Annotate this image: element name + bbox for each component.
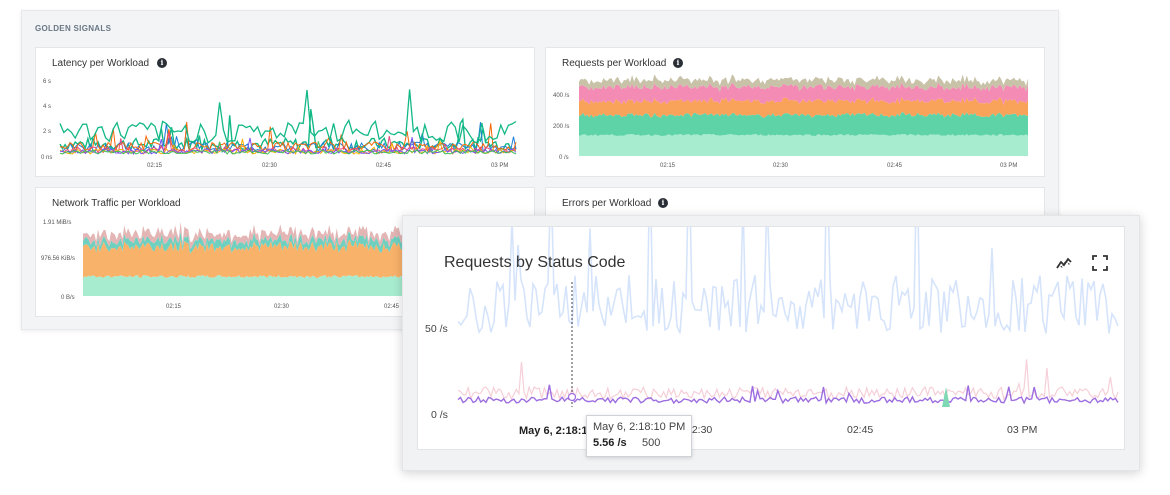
x-tick: 02:15: [166, 304, 182, 310]
requests-stack-area: [579, 82, 1028, 105]
x-tick: 02:45: [384, 304, 400, 310]
network-panel-title: Network Traffic per Workload: [52, 198, 181, 209]
y-tick: 976.56 KiB/s: [41, 256, 75, 262]
status-5xx-line: [457, 384, 1119, 405]
x-tick: 02:15: [660, 163, 676, 169]
expand-icon[interactable]: [1091, 254, 1109, 272]
x-tick: 02:30: [686, 424, 712, 436]
y-tick: 0 ns: [41, 155, 52, 161]
x-tick: 03 PM: [491, 163, 508, 169]
requests-stack-area: [579, 134, 1028, 156]
status-spike: [942, 387, 950, 407]
y-tick: 6 s: [43, 79, 51, 85]
y-tick: 200 /s: [553, 124, 569, 130]
x-tick: 02:45: [887, 163, 903, 169]
status-2xx-line: [457, 227, 1119, 335]
y-tick: 0 /s: [559, 155, 569, 161]
status-code-overlay: 50 /s 0 /s May 6, 2:18:10 PM 02:30 02:45…: [402, 215, 1140, 471]
x-tick: 02:45: [376, 163, 392, 169]
y-tick: 1.91 MiB/s: [43, 220, 71, 226]
latency-chart: 6 s 4 s 2 s 0 ns 02:15 02:30 02:45 03 PM: [41, 79, 517, 169]
latency-panel: Latency per Workload i 6 s 4 s 2 s 0 ns …: [35, 47, 535, 177]
status-4xx-line: [457, 359, 1119, 401]
tooltip-value: 5.56 /s: [593, 437, 627, 449]
latency-panel-title: Latency per Workload: [52, 58, 150, 69]
y-tick: 4 s: [43, 104, 51, 110]
info-icon[interactable]: i: [658, 198, 668, 208]
requests-stack-area: [579, 112, 1028, 136]
x-tick: 02:45: [847, 424, 873, 436]
hover-point: [567, 392, 577, 402]
requests-panel-title: Requests per Workload: [562, 58, 667, 69]
tooltip-status-code: 500: [642, 437, 661, 449]
info-icon[interactable]: i: [673, 58, 683, 68]
requests-chart: 400 /s 200 /s 0 /s 02:15 02:30 02:45 03 …: [553, 74, 1028, 169]
chart-tooltip: May 6, 2:18:10 PM 5.56 /s 500: [586, 415, 692, 457]
y-tick: 400 /s: [553, 93, 569, 99]
latency-series-line: [59, 141, 517, 155]
requests-panel: Requests per Workload i 400 /s 200 /s 0 …: [545, 47, 1045, 177]
x-tick: 02:15: [147, 163, 163, 169]
requests-stack-area: [579, 96, 1028, 118]
y-tick: 2 s: [43, 129, 51, 135]
x-tick: 02:30: [262, 163, 278, 169]
x-tick: 03 PM: [1007, 424, 1037, 436]
latency-series-line: [59, 89, 517, 144]
x-tick: 02:30: [773, 163, 789, 169]
overlay-title: Requests by Status Code: [444, 254, 626, 271]
requests-stack-area: [579, 74, 1028, 92]
x-tick: 02:30: [274, 304, 290, 310]
status-code-panel: 50 /s 0 /s May 6, 2:18:10 PM 02:30 02:45…: [417, 226, 1125, 450]
y-tick: 50 /s: [425, 323, 448, 335]
tooltip-time: May 6, 2:18:10 PM: [593, 421, 686, 433]
errors-panel-title: Errors per Workload: [562, 198, 652, 209]
section-title: GOLDEN SIGNALS: [35, 24, 112, 33]
y-tick: 0 /s: [431, 409, 448, 421]
info-icon[interactable]: i: [157, 58, 167, 68]
y-tick: 0 B/s: [61, 295, 75, 301]
x-tick: 03 PM: [1000, 163, 1017, 169]
trend-chart-icon[interactable]: [1055, 254, 1073, 272]
